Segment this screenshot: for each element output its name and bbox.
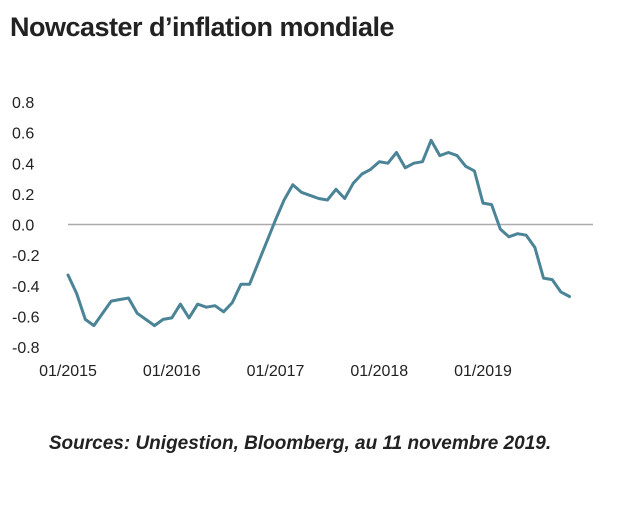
y-tick-label: 0.8	[12, 95, 34, 112]
chart-title: Nowcaster d’inflation mondiale	[10, 12, 395, 42]
series-line	[66, 138, 571, 328]
x-tick-label: 01/2016	[143, 363, 201, 380]
y-tick-label: 0.2	[12, 187, 34, 204]
y-tick-label: -0.8	[12, 340, 40, 357]
x-tick-label: 01/2018	[350, 363, 408, 380]
y-tick-label: -0.6	[12, 309, 40, 326]
x-tick-label: 01/2015	[39, 363, 97, 380]
x-tick-label: 01/2017	[247, 363, 305, 380]
y-tick-label: -0.2	[12, 248, 40, 265]
y-tick-label: 0.4	[12, 156, 34, 173]
line-chart: 0.8 0.6 0.4 0.2 0.0 -0.2 -0.4 -0.6 -0.8 01/2015 01…	[12, 95, 593, 380]
y-tick-label: -0.4	[12, 279, 40, 296]
chart-caption: Sources: Unigestion, Bloomberg, au 11 no…	[48, 433, 552, 454]
x-tick-label: 01/2019	[454, 363, 512, 380]
y-tick-label: 0.6	[12, 126, 34, 143]
y-tick-label: 0.0	[12, 218, 34, 235]
